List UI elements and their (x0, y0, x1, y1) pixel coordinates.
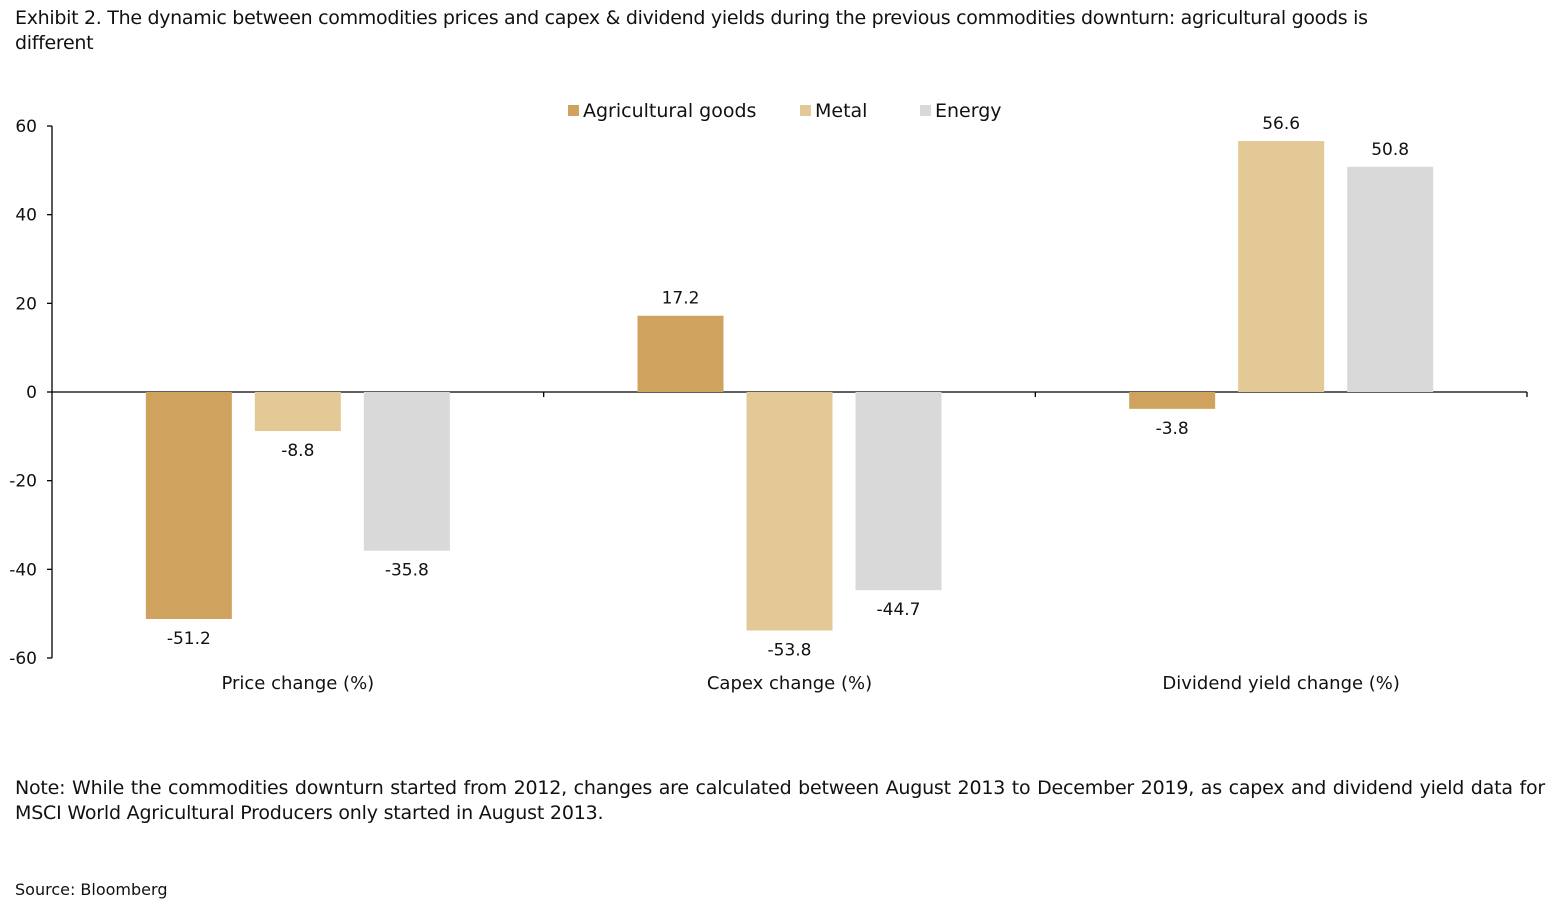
bar-metal (746, 392, 833, 631)
data-label: -8.8 (281, 441, 314, 461)
data-label: 56.6 (1262, 114, 1300, 134)
bar-agricultural-goods (145, 392, 232, 619)
data-label: -51.2 (167, 629, 211, 649)
data-label: -35.8 (385, 561, 429, 581)
y-tick-label: 20 (15, 294, 37, 314)
data-label: 17.2 (662, 289, 700, 309)
legend-label: Agricultural goods (583, 100, 756, 122)
y-tick-label: 60 (15, 117, 37, 137)
bar-energy (1347, 166, 1434, 392)
chart-title: Exhibit 2. The dynamic between commoditi… (15, 7, 1368, 54)
bar-metal (254, 392, 341, 432)
category-label: Capex change (%) (707, 673, 872, 694)
bar-energy (363, 392, 450, 551)
chart-source: Source: Bloomberg (15, 880, 168, 899)
y-tick-label: 0 (26, 383, 37, 403)
legend-label: Metal (815, 100, 867, 122)
y-tick-label: -20 (9, 472, 37, 492)
category-label: Dividend yield change (%) (1162, 673, 1400, 694)
bar-energy (855, 392, 942, 591)
category-label: Price change (%) (221, 673, 374, 694)
y-tick-label: -60 (9, 649, 37, 669)
legend-label: Energy (935, 100, 1002, 122)
bar-agricultural-goods (1129, 392, 1216, 409)
data-label: -53.8 (768, 641, 812, 661)
y-tick-label: 40 (15, 206, 37, 226)
data-label: 50.8 (1371, 140, 1409, 160)
bar-metal (1238, 141, 1325, 392)
data-label: -44.7 (877, 600, 921, 620)
chart-note: Note: While the commodities downturn sta… (15, 777, 1545, 824)
legend-swatch (568, 105, 579, 116)
bar-agricultural-goods (637, 315, 724, 392)
legend-swatch (800, 105, 811, 116)
data-label: -3.8 (1156, 419, 1189, 439)
y-tick-label: -40 (9, 560, 37, 580)
legend-swatch (920, 105, 931, 116)
